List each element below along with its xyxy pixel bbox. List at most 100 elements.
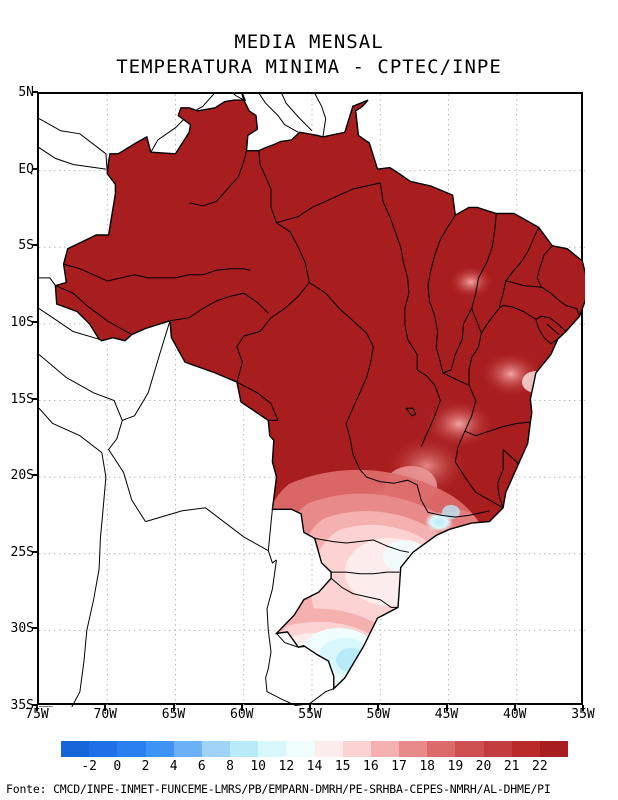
colorbar-tick-15: 15 <box>334 759 351 774</box>
state-border-line <box>169 292 269 322</box>
colorbar-tick-20: 20 <box>475 759 492 774</box>
colorbar-tick-18: 18 <box>419 759 435 774</box>
x-tickmark <box>240 705 243 711</box>
state-border-line <box>541 286 580 317</box>
colorbar-tick-14: 14 <box>306 759 323 774</box>
y-tick-5S: 5S <box>18 238 34 254</box>
colorbar-cell-12 <box>399 741 428 757</box>
title-line-1: MEDIA MENSAL <box>234 31 384 53</box>
state-border-line <box>468 333 482 386</box>
y-tickmark <box>32 397 38 400</box>
map-plot-area <box>37 92 585 707</box>
colorbar-tick-labels: -2 0 2 4 6 8 10 12 14 15 16 17 18 19 20 21 22 <box>0 759 618 775</box>
neighbor-country-outlines <box>39 94 388 707</box>
country-border-line <box>150 94 215 153</box>
colorbar-tick-22: 22 <box>532 759 548 774</box>
y-tick-20S: 20S <box>10 468 34 484</box>
x-tickmark <box>36 705 38 711</box>
state-border-line <box>535 319 558 345</box>
y-tickmark <box>32 474 38 477</box>
state-border-line <box>427 510 490 518</box>
y-tick-25S: 25S <box>10 544 34 560</box>
colorbar-tick-6: 6 <box>197 759 206 774</box>
x-tickmark <box>172 705 175 711</box>
state-border-line <box>236 282 310 383</box>
state-border-line <box>314 537 409 553</box>
colorbar-tick-12: 12 <box>278 759 295 774</box>
state-border-line <box>405 407 417 417</box>
y-tickmark <box>32 244 38 247</box>
state-boundaries <box>55 150 580 608</box>
state-border-line <box>236 381 279 421</box>
colorbar-cell-3 <box>145 741 174 757</box>
y-tickmark <box>32 91 38 93</box>
state-border-line <box>536 245 553 288</box>
state-border-line <box>331 571 400 575</box>
state-border-line <box>416 369 441 447</box>
colorbar-cell-13 <box>427 741 456 757</box>
state-border-line <box>442 213 497 374</box>
state-border-line <box>498 304 537 320</box>
colorbar-tick-10: 10 <box>250 759 266 774</box>
y-tickmark <box>32 167 38 170</box>
country-border-line <box>265 559 334 707</box>
state-border-line <box>442 372 504 509</box>
colorbar <box>61 741 569 757</box>
colorbar-tick-19: 19 <box>447 759 464 774</box>
colorbar-cell-15 <box>483 741 512 757</box>
colorbar-cell-0 <box>61 741 90 757</box>
country-border-line <box>145 507 277 564</box>
colorbar-tick-4: 4 <box>169 759 178 774</box>
country-border-line <box>39 354 146 522</box>
state-border-line <box>497 449 504 508</box>
colorbar-cell-1 <box>89 741 118 757</box>
colorbar-tick-8: 8 <box>226 759 234 774</box>
state-border-line <box>546 323 560 335</box>
x-tick-60W: 60W <box>230 707 254 722</box>
x-tickmark <box>582 705 584 711</box>
y-tickmark <box>32 704 38 706</box>
state-border-line <box>427 214 456 374</box>
y-tick-35S: 35S <box>10 698 34 713</box>
y-tickmark <box>32 627 38 630</box>
y-tick-10S: 10S <box>10 314 34 330</box>
x-tick-35W: 35W <box>571 707 595 722</box>
country-border-line <box>233 94 245 101</box>
y-tick-5N: 5N <box>18 85 34 100</box>
country-border-line <box>71 452 107 707</box>
x-tick-70W: 70W <box>93 707 117 722</box>
colorbar-cell-16 <box>511 741 540 757</box>
colorbar-tick-21: 21 <box>503 759 520 774</box>
colorbar-tick-16: 16 <box>363 759 379 774</box>
state-border-line <box>379 182 418 370</box>
colorbar-cell-4 <box>173 741 202 757</box>
state-border-line <box>505 280 542 288</box>
colorbar-cell-17 <box>539 741 569 757</box>
country-border-line <box>39 277 56 286</box>
state-border-line <box>309 282 374 478</box>
colorbar-cell-5 <box>201 741 231 757</box>
y-tick-EQ: EQ <box>18 161 34 177</box>
brazil-outline <box>54 94 585 691</box>
state-border-line <box>330 577 398 608</box>
country-border-line <box>122 320 171 421</box>
y-tickmark <box>32 320 38 323</box>
colorbar-cell-6 <box>230 741 259 757</box>
colorbar-tick-2: 2 <box>141 759 150 774</box>
state-border-line <box>189 150 247 207</box>
x-tickmark <box>104 705 107 711</box>
y-tick-15S: 15S <box>10 391 34 407</box>
country-border-line <box>258 94 299 133</box>
x-tickmark <box>445 705 448 711</box>
state-border-line <box>464 421 531 437</box>
state-border-line <box>63 263 251 282</box>
state-border-line <box>258 150 310 283</box>
title-line-2: TEMPERATURA MINIMA - CPTEC/INPE <box>116 56 502 78</box>
colorbar-cell-7 <box>258 741 287 757</box>
colorbar-cell-9 <box>314 741 343 757</box>
country-border-line <box>39 118 108 174</box>
state-border-line <box>55 285 133 336</box>
x-tick-65W: 65W <box>161 707 186 722</box>
colorbar-cell-14 <box>455 741 484 757</box>
